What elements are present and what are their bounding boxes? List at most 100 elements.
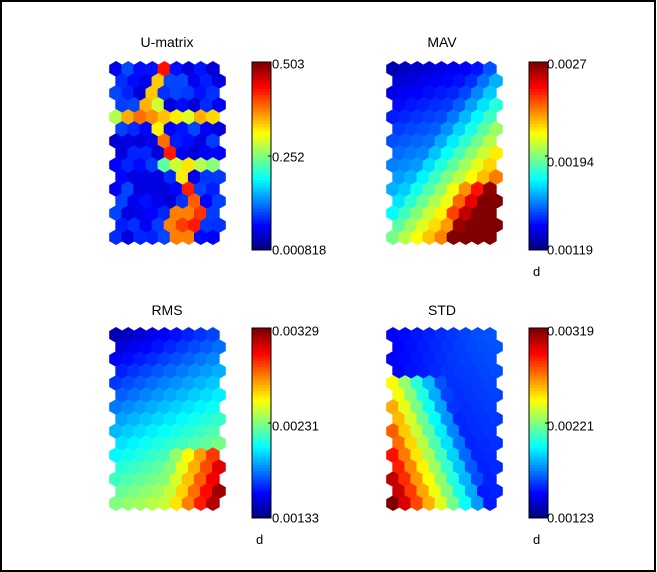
colorbar-segment [529, 94, 548, 98]
colorbar-max-mav: 0.0027 [547, 56, 587, 72]
colorbar-segment [529, 76, 548, 81]
colorbar-segment [252, 241, 271, 245]
colorbar-segment [529, 238, 548, 242]
som-hex-cell [483, 375, 497, 391]
som-hex-cell [212, 483, 226, 500]
colorbar-segment [529, 464, 548, 469]
colorbar-min-rms: 0.00133 [272, 510, 319, 526]
colorbar-segment [529, 411, 548, 415]
som-hex-cell [212, 435, 226, 451]
colorbar-segment [252, 200, 271, 204]
colorbar-segment [529, 208, 548, 213]
colorbar-segment [252, 106, 271, 110]
som-hex-cell [206, 423, 220, 439]
colorbar-segment [252, 226, 271, 230]
colorbar-segment [252, 223, 271, 227]
colorbar-segment [252, 117, 271, 122]
colorbar-segment [529, 188, 548, 192]
som-hex-cell [489, 217, 503, 234]
colorbar-segment [252, 203, 271, 207]
colorbar-segment [252, 470, 271, 474]
colorbar-segment [529, 357, 548, 362]
colorbar-segment [252, 393, 271, 397]
colorbar-segment [252, 446, 271, 451]
som-hex-cell [483, 181, 497, 197]
som-hex-cell [489, 435, 503, 451]
colorbar-segment [529, 191, 548, 195]
som-hex-cell [483, 447, 497, 463]
colorbar-unit-rms: d [256, 532, 264, 547]
colorbar-segment [252, 244, 271, 248]
colorbar-segment [252, 348, 271, 353]
colorbar-segment [252, 220, 271, 225]
colorbar-max-std: 0.00319 [547, 323, 594, 339]
som-hex-cell [489, 193, 503, 210]
som-hex-cell [212, 145, 226, 161]
colorbar-segment [252, 357, 271, 362]
colorbar-segment [252, 211, 271, 216]
colorbar-segment [252, 420, 271, 424]
colorbar-segment [252, 342, 271, 347]
colorbar-segment [529, 363, 548, 368]
colorbar-segment [252, 94, 271, 98]
colorbar-mid-std: 0.00221 [547, 418, 594, 434]
colorbar-segment [529, 200, 548, 204]
colorbar-segment [252, 512, 271, 516]
colorbar-segment [252, 176, 271, 180]
colorbar-segment [252, 494, 271, 498]
som-hex-cell [206, 85, 220, 101]
som-hex-cell [483, 61, 497, 77]
colorbar-segment [252, 111, 271, 116]
colorbar-segment [529, 503, 548, 507]
colorbar-segment [529, 158, 548, 163]
colorbar-segment [529, 452, 548, 457]
colorbar-segment [529, 328, 548, 332]
colorbar-segment [252, 103, 271, 107]
som-hex-cell [489, 459, 503, 476]
colorbar-segment [252, 455, 271, 460]
som-hex-cell [212, 411, 226, 427]
colorbar-segment [252, 396, 271, 400]
colorbar-segment [252, 229, 271, 233]
colorbar-segment [529, 470, 548, 474]
colorbar-0 [251, 61, 272, 251]
colorbar-segment [252, 158, 271, 163]
colorbar-segment [252, 214, 271, 219]
som-plane-3 [386, 327, 503, 512]
som-hex-cell [483, 229, 497, 246]
colorbar-segment [529, 408, 548, 412]
colorbar-segment [252, 464, 271, 469]
som-hex-cell [489, 483, 503, 500]
colorbar-segment [529, 482, 548, 486]
colorbar-segment [529, 390, 548, 394]
colorbar-segment [252, 414, 271, 418]
colorbar-segment [529, 339, 548, 344]
colorbar-segment [252, 482, 271, 486]
colorbar-segment [529, 229, 548, 233]
colorbar-segment [252, 62, 271, 66]
colorbar-segment [529, 467, 548, 471]
colorbar-segment [529, 117, 548, 122]
colorbar-segment [529, 79, 548, 84]
colorbar-segment [529, 425, 548, 430]
colorbar-min-mav: 0.00119 [547, 242, 594, 258]
colorbar-segment [252, 197, 271, 201]
colorbar-segment [252, 129, 271, 133]
colorbar-segment [529, 455, 548, 460]
colorbar-segment [252, 76, 271, 81]
som-hex-cell [483, 423, 497, 439]
colorbar-segment [252, 473, 271, 477]
colorbar-segment [252, 150, 271, 154]
colorbar-segment [529, 114, 548, 119]
colorbar-segment [529, 100, 548, 104]
colorbar-segment [529, 109, 548, 113]
som-hex-cell [212, 217, 226, 234]
colorbar-segment [252, 384, 271, 388]
colorbar-segment [529, 333, 548, 338]
som-hex-cell [489, 169, 503, 185]
colorbar-mid-umatrix: 0.252 [272, 149, 305, 165]
colorbar-segment [252, 417, 271, 421]
colorbar-segment [529, 244, 548, 248]
colorbar-segment [529, 330, 548, 335]
colorbar-segment [252, 428, 271, 433]
